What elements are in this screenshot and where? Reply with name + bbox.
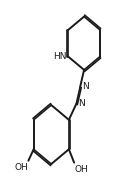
Text: N: N (78, 99, 85, 108)
Text: OH: OH (14, 163, 28, 172)
Text: HN: HN (53, 52, 67, 61)
Text: N: N (82, 81, 89, 91)
Text: OH: OH (74, 164, 88, 174)
